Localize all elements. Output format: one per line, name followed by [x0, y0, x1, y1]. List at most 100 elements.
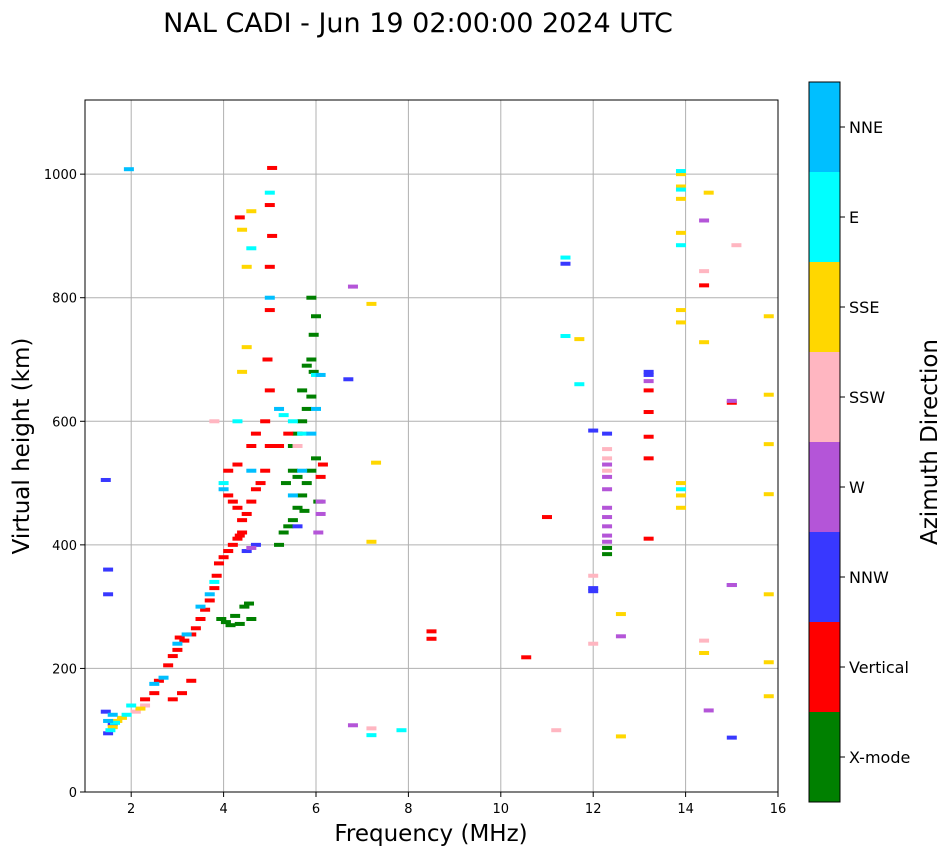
data-point-nne: [246, 468, 257, 473]
data-point-x-mode: [220, 620, 231, 625]
data-point-x-mode: [602, 545, 613, 550]
x-tick-label: 4: [219, 802, 227, 817]
data-point-sse: [763, 314, 774, 319]
data-point-sse: [675, 481, 686, 486]
data-point-nnw: [250, 542, 261, 547]
data-point-nnw: [343, 377, 354, 382]
data-point-nne: [204, 592, 215, 597]
data-point-e: [209, 579, 220, 584]
data-point-sse: [107, 725, 118, 730]
data-point-ssw: [699, 269, 710, 274]
data-point-sse: [116, 715, 127, 720]
data-point-nnw: [588, 589, 599, 594]
data-point-sse: [699, 650, 710, 655]
data-point-vertical: [223, 468, 234, 473]
y-axis-ticks: 0 200 400 600 800 1000: [44, 168, 85, 801]
data-point-nne: [181, 632, 192, 637]
data-point-sse: [615, 612, 626, 617]
data-point-ssw: [602, 468, 613, 473]
data-point-vertical: [267, 165, 278, 170]
data-point-sse: [675, 230, 686, 235]
colorbar-segment: [809, 442, 840, 532]
data-point-nne: [172, 641, 183, 646]
data-point-vertical: [643, 536, 654, 541]
colorbar-label: Azimuth Direction: [917, 339, 943, 545]
data-point-e: [366, 733, 377, 738]
data-point-ssw: [602, 456, 613, 461]
data-point-x-mode: [297, 388, 308, 393]
data-point-vertical: [213, 561, 224, 566]
data-point-x-mode: [216, 617, 227, 621]
grid-lines: [85, 100, 779, 793]
data-point-vertical: [426, 636, 437, 641]
data-point-w: [315, 499, 326, 504]
data-point-nne: [315, 372, 326, 377]
data-points: [100, 165, 774, 740]
data-point-ssw: [209, 419, 220, 424]
colorbar-segment: [809, 172, 840, 262]
data-point-ssw: [588, 641, 599, 646]
data-point-vertical: [521, 655, 532, 660]
colorbar-tick-label: X-mode: [849, 748, 910, 767]
data-point-x-mode: [239, 604, 250, 609]
data-point-vertical: [255, 481, 266, 486]
data-point-e: [264, 190, 275, 195]
data-point-ssw: [130, 709, 141, 714]
data-point-vertical: [264, 203, 275, 208]
x-tick-label: 10: [493, 802, 510, 817]
x-tick-label: 16: [770, 802, 787, 817]
data-point-vertical: [204, 598, 215, 603]
data-point-vertical: [223, 549, 234, 554]
colorbar-segment: [809, 352, 840, 442]
data-point-x-mode: [244, 601, 255, 606]
data-point-sse: [675, 184, 686, 189]
data-point-e: [396, 728, 407, 733]
data-point-vertical: [179, 638, 190, 643]
data-point-w: [602, 462, 613, 467]
data-point-x-mode: [308, 369, 319, 374]
data-point-e: [105, 728, 116, 733]
data-point-sse: [675, 172, 686, 177]
data-point-vertical: [643, 456, 654, 461]
data-point-w: [643, 379, 654, 384]
chart-title: NAL CADI - Jun 19 02:00:00 2024 UTC: [163, 8, 673, 39]
x-tick-label: 6: [312, 802, 320, 817]
data-point-ssw: [731, 243, 742, 248]
y-tick-label: 800: [52, 292, 77, 307]
data-point-nne: [311, 406, 321, 411]
y-tick-label: 0: [69, 786, 77, 801]
colorbar-segment: [809, 262, 840, 352]
data-point-nne: [274, 406, 285, 411]
x-tick-label: 14: [677, 802, 694, 817]
data-point-e: [278, 413, 289, 418]
data-point-w: [726, 583, 737, 588]
data-point-e: [675, 169, 686, 174]
colorbar-segment: [809, 712, 840, 802]
data-point-vertical: [149, 691, 160, 696]
data-point-x-mode: [301, 406, 312, 411]
data-point-x-mode: [246, 617, 257, 621]
data-point-w: [602, 487, 613, 492]
data-point-vertical: [234, 533, 245, 538]
data-point-vertical: [260, 419, 271, 424]
data-point-sse: [763, 492, 774, 497]
data-point-sse: [675, 505, 686, 510]
data-point-nnw: [100, 709, 111, 714]
colorbar-segment: [809, 82, 840, 172]
data-point-w: [699, 218, 710, 223]
data-point-vertical: [209, 586, 220, 591]
data-point-nne: [287, 493, 298, 498]
data-point-w: [726, 398, 737, 403]
data-point-x-mode: [292, 474, 303, 479]
data-point-x-mode: [297, 419, 308, 424]
data-point-nne: [264, 295, 275, 300]
data-point-vertical: [174, 635, 185, 640]
colorbar-tick-label: W: [849, 478, 865, 497]
data-point-w: [347, 284, 358, 289]
data-point-w: [313, 530, 324, 535]
data-point-sse: [366, 301, 377, 306]
data-point-x-mode: [230, 613, 241, 618]
data-point-x-mode: [278, 530, 289, 535]
data-point-e: [246, 246, 257, 251]
